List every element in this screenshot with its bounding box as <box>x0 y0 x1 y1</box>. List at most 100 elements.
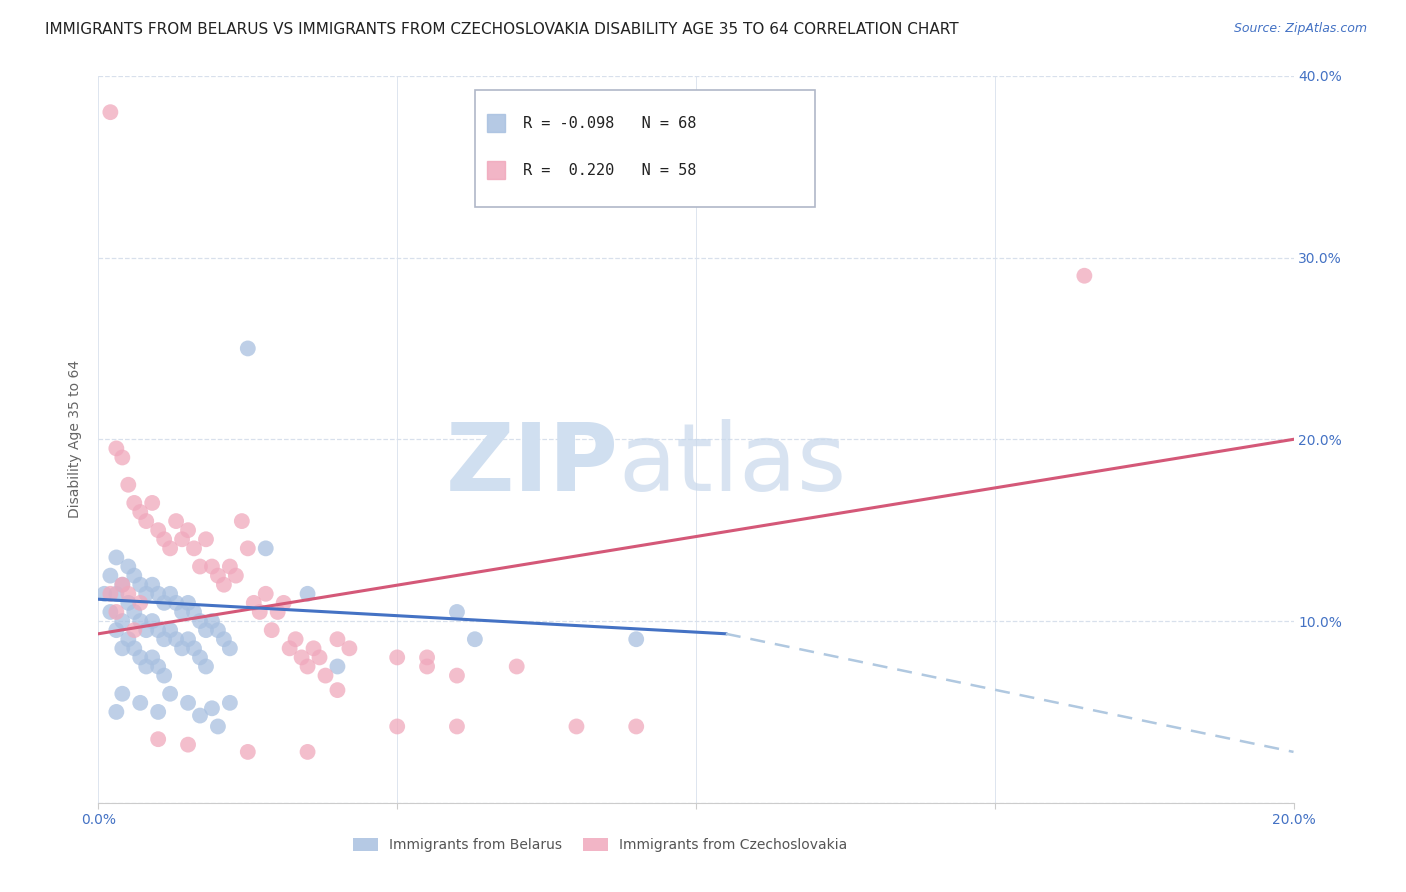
Point <box>98 587 122 601</box>
Point <box>93 587 115 601</box>
Point <box>111 450 134 465</box>
Point <box>129 578 152 592</box>
Point <box>105 442 128 456</box>
Point <box>111 641 134 656</box>
Point <box>565 719 588 733</box>
Point <box>124 641 146 656</box>
Point <box>105 550 128 565</box>
Point <box>236 342 259 356</box>
Point <box>111 578 134 592</box>
Point <box>626 632 648 647</box>
Point <box>385 719 409 733</box>
Text: IMMIGRANTS FROM BELARUS VS IMMIGRANTS FROM CZECHOSLOVAKIA DISABILITY AGE 35 TO 6: IMMIGRANTS FROM BELARUS VS IMMIGRANTS FR… <box>45 22 959 37</box>
Point <box>148 705 170 719</box>
Point <box>183 641 205 656</box>
Point <box>124 568 146 582</box>
Point <box>416 659 439 673</box>
Point <box>153 533 176 547</box>
Point <box>212 578 235 592</box>
Point <box>188 614 211 628</box>
Point <box>165 514 187 528</box>
Point <box>172 533 194 547</box>
Point <box>506 659 529 673</box>
Point <box>124 496 146 510</box>
Point <box>105 623 128 637</box>
Point <box>302 641 325 656</box>
Point <box>212 632 235 647</box>
Y-axis label: Disability Age 35 to 64: Disability Age 35 to 64 <box>69 360 83 518</box>
Point <box>284 632 307 647</box>
Point <box>188 559 211 574</box>
Text: ZIP: ZIP <box>446 418 619 511</box>
Point <box>339 641 361 656</box>
Point <box>148 732 170 747</box>
Point <box>98 605 122 619</box>
Point <box>243 596 266 610</box>
Point <box>297 587 319 601</box>
Point <box>188 708 211 723</box>
Point <box>165 596 187 610</box>
Point <box>385 650 409 665</box>
Point <box>416 650 439 665</box>
Point <box>159 541 181 556</box>
Point <box>446 605 468 619</box>
Point <box>141 650 163 665</box>
Point <box>207 719 229 733</box>
Point <box>464 632 486 647</box>
Point <box>260 623 283 637</box>
Point <box>111 578 134 592</box>
Point <box>183 541 205 556</box>
Point <box>105 705 128 719</box>
Point <box>153 668 176 682</box>
Point <box>195 659 218 673</box>
Point <box>129 596 152 610</box>
Point <box>201 614 224 628</box>
Point <box>129 650 152 665</box>
Point <box>326 683 349 698</box>
Point <box>267 605 290 619</box>
Point <box>201 701 224 715</box>
Point <box>326 659 349 673</box>
Point <box>159 587 181 601</box>
Point <box>297 659 319 673</box>
Point <box>141 578 163 592</box>
Point <box>124 623 146 637</box>
Point <box>308 650 330 665</box>
Point <box>183 605 205 619</box>
Point <box>254 541 277 556</box>
Point <box>117 596 139 610</box>
Point <box>291 650 314 665</box>
Text: atlas: atlas <box>619 418 846 511</box>
Point <box>315 668 337 682</box>
Point <box>141 614 163 628</box>
Point <box>195 623 218 637</box>
Point <box>188 650 211 665</box>
Point <box>254 587 277 601</box>
Point <box>236 541 259 556</box>
Point <box>177 738 200 752</box>
Point <box>148 587 170 601</box>
Point <box>117 632 139 647</box>
Point <box>129 696 152 710</box>
Point <box>141 496 163 510</box>
Point <box>446 719 468 733</box>
Point <box>153 632 176 647</box>
Point <box>201 559 224 574</box>
Point <box>236 745 259 759</box>
Point <box>1073 268 1095 283</box>
Point <box>124 605 146 619</box>
Point <box>219 696 242 710</box>
Text: R =  0.220   N = 58: R = 0.220 N = 58 <box>523 163 696 178</box>
Point <box>148 523 170 537</box>
Point <box>278 641 301 656</box>
Point <box>159 623 181 637</box>
Point <box>135 514 157 528</box>
Point <box>153 596 176 610</box>
Point <box>626 719 648 733</box>
Point <box>219 559 242 574</box>
Point <box>177 596 200 610</box>
Point <box>273 596 295 610</box>
Point <box>111 687 134 701</box>
Point <box>129 614 152 628</box>
Point <box>129 505 152 519</box>
